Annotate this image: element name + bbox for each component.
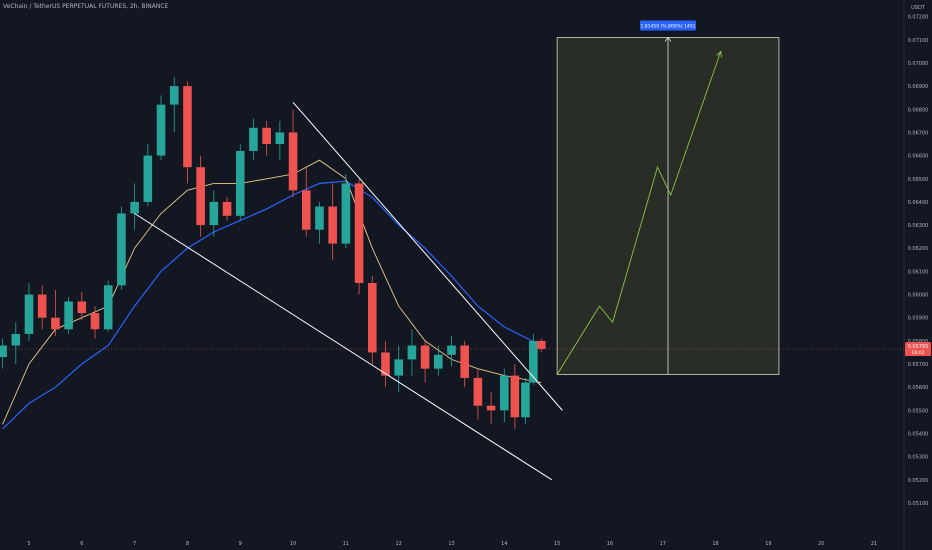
- candle-body: [447, 345, 456, 355]
- y-tick-label: 0.06000: [908, 293, 929, 299]
- y-tick-label: 0.05800: [908, 339, 929, 345]
- y-tick-label: 0.06400: [908, 200, 929, 206]
- candle-body: [275, 132, 285, 145]
- projection-arrow-head: [716, 50, 722, 58]
- candle-body: [103, 285, 113, 330]
- candle-body: [24, 294, 34, 334]
- candle-body: [117, 213, 126, 286]
- candle-body: [521, 382, 530, 418]
- y-tick-label: 0.06300: [908, 223, 929, 229]
- currency-label: USDT: [911, 5, 926, 11]
- target-label-box: [640, 20, 697, 31]
- x-tick-label: 17: [660, 541, 666, 547]
- y-tick-label: 0.05400: [908, 432, 929, 438]
- x-tick-label: 12: [396, 541, 402, 547]
- candle-body: [169, 86, 179, 105]
- x-tick-label: 21: [871, 541, 877, 547]
- candle-body: [394, 359, 403, 376]
- trendline: [292, 101, 563, 411]
- candle-body: [262, 127, 271, 145]
- current-price-badge: [905, 341, 931, 356]
- x-tick-label: 5: [27, 541, 30, 547]
- candle-body: [156, 104, 166, 156]
- y-tick-label: 0.07200: [908, 15, 929, 21]
- candle-body: [77, 301, 87, 314]
- candle-body: [315, 206, 324, 230]
- candle-body: [288, 132, 298, 191]
- x-tick-label: 8: [186, 541, 189, 547]
- y-tick-label: 0.06500: [908, 177, 929, 183]
- candle-body: [434, 354, 443, 369]
- x-tick-label: 13: [448, 541, 454, 547]
- y-tick-label: 0.05900: [908, 316, 929, 322]
- candle-body: [222, 201, 232, 216]
- candle-body: [381, 352, 390, 376]
- x-tick-label: 20: [818, 541, 824, 547]
- candle-body: [460, 345, 469, 378]
- y-tick-label: 0.07100: [908, 38, 929, 44]
- y-tick-label: 0.06700: [908, 130, 929, 136]
- y-tick-label: 0.06900: [908, 84, 929, 90]
- candle-body: [529, 340, 538, 383]
- candle-body: [64, 301, 73, 330]
- y-tick-label: 0.05200: [908, 478, 929, 484]
- y-tick-label: 0.06100: [908, 269, 929, 275]
- y-tick-label: 0.05500: [908, 408, 929, 414]
- candle-body: [354, 183, 364, 283]
- candle-body: [500, 375, 509, 411]
- trendline: [134, 213, 553, 481]
- candle-body: [473, 377, 483, 406]
- candle-body: [407, 345, 417, 360]
- projection-path: [556, 51, 722, 375]
- candle-body: [486, 405, 496, 411]
- candle-body: [37, 294, 47, 318]
- candle-body: [367, 282, 377, 353]
- candle-body: [328, 206, 337, 244]
- candle-body: [196, 167, 205, 226]
- x-tick-label: 18: [712, 541, 718, 547]
- candle-body: [341, 183, 351, 244]
- x-tick-label: 14: [501, 541, 507, 547]
- candle-body: [130, 201, 139, 214]
- y-tick-label: 0.07000: [908, 61, 929, 67]
- x-tick-label: 16: [607, 541, 613, 547]
- candle-body: [510, 375, 520, 418]
- target-label: 1.81459 (%.800%) 1401: [641, 23, 696, 29]
- candle-body: [209, 201, 219, 226]
- current-price-value: 0.05765: [908, 344, 929, 350]
- candle-body: [420, 345, 430, 369]
- candle-body: [11, 333, 21, 346]
- y-tick-label: 0.05100: [908, 501, 929, 507]
- candle-body: [301, 190, 311, 230]
- x-tick-label: 10: [290, 541, 296, 547]
- x-tick-label: 9: [239, 541, 242, 547]
- x-tick-label: 6: [80, 541, 83, 547]
- candle-body: [249, 127, 258, 151]
- ma-fast-line: [2, 159, 542, 425]
- x-tick-label: 7: [133, 541, 136, 547]
- target-arrow-head: [664, 36, 672, 42]
- candle-body: [235, 150, 245, 216]
- y-tick-label: 0.05300: [908, 455, 929, 461]
- candle-body: [0, 345, 7, 358]
- candle-body: [90, 313, 100, 330]
- x-tick-label: 15: [554, 541, 560, 547]
- candle-body: [536, 340, 546, 349]
- chart-title: VeChain / TetherUS PERPETUAL FUTURES, 2h…: [3, 3, 169, 10]
- y-tick-label: 0.05600: [908, 385, 929, 391]
- y-tick-label: 0.06600: [908, 154, 929, 160]
- y-tick-label: 0.06800: [908, 107, 929, 113]
- candle-body: [51, 317, 60, 330]
- ma-slow-line: [2, 180, 542, 430]
- x-tick-label: 19: [765, 541, 771, 547]
- x-tick-label: 11: [343, 541, 349, 547]
- price-axis-panel: [904, 0, 932, 550]
- candle-body: [143, 155, 153, 202]
- y-tick-label: 0.05700: [908, 362, 929, 368]
- current-price-countdown: 18:02: [912, 350, 925, 356]
- candle-body: [183, 86, 192, 168]
- y-tick-label: 0.06200: [908, 246, 929, 252]
